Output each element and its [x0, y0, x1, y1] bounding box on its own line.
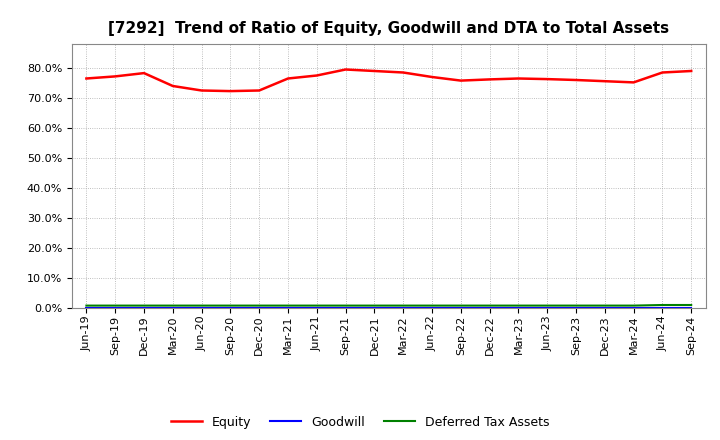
- Deferred Tax Assets: [111, 303, 120, 308]
- Goodwill: [111, 305, 120, 311]
- Goodwill: [284, 305, 292, 311]
- Goodwill: [485, 305, 494, 311]
- Deferred Tax Assets: [284, 303, 292, 308]
- Equity: [168, 83, 177, 88]
- Deferred Tax Assets: [514, 303, 523, 308]
- Equity: [312, 73, 321, 78]
- Equity: [111, 74, 120, 79]
- Equity: [600, 79, 609, 84]
- Deferred Tax Assets: [255, 303, 264, 308]
- Equity: [255, 88, 264, 93]
- Goodwill: [687, 305, 696, 311]
- Equity: [456, 78, 465, 83]
- Goodwill: [370, 305, 379, 311]
- Equity: [226, 88, 235, 94]
- Goodwill: [629, 305, 638, 311]
- Deferred Tax Assets: [312, 303, 321, 308]
- Deferred Tax Assets: [140, 303, 148, 308]
- Equity: [572, 77, 580, 83]
- Equity: [428, 74, 436, 80]
- Deferred Tax Assets: [168, 303, 177, 308]
- Deferred Tax Assets: [600, 303, 609, 308]
- Goodwill: [658, 305, 667, 311]
- Deferred Tax Assets: [543, 303, 552, 308]
- Equity: [82, 76, 91, 81]
- Deferred Tax Assets: [658, 302, 667, 308]
- Equity: [140, 70, 148, 76]
- Equity: [197, 88, 206, 93]
- Deferred Tax Assets: [572, 303, 580, 308]
- Goodwill: [312, 305, 321, 311]
- Equity: [629, 80, 638, 85]
- Goodwill: [514, 305, 523, 311]
- Equity: [485, 77, 494, 82]
- Deferred Tax Assets: [226, 303, 235, 308]
- Equity: [399, 70, 408, 75]
- Deferred Tax Assets: [197, 303, 206, 308]
- Deferred Tax Assets: [399, 303, 408, 308]
- Deferred Tax Assets: [82, 303, 91, 308]
- Line: Equity: Equity: [86, 70, 691, 91]
- Equity: [370, 68, 379, 73]
- Goodwill: [399, 305, 408, 311]
- Equity: [341, 67, 350, 72]
- Goodwill: [197, 305, 206, 311]
- Goodwill: [226, 305, 235, 311]
- Legend: Equity, Goodwill, Deferred Tax Assets: Equity, Goodwill, Deferred Tax Assets: [166, 411, 554, 434]
- Goodwill: [456, 305, 465, 311]
- Goodwill: [428, 305, 436, 311]
- Goodwill: [572, 305, 580, 311]
- Goodwill: [82, 305, 91, 311]
- Equity: [514, 76, 523, 81]
- Equity: [658, 70, 667, 75]
- Equity: [284, 76, 292, 81]
- Deferred Tax Assets: [687, 302, 696, 308]
- Goodwill: [600, 305, 609, 311]
- Title: [7292]  Trend of Ratio of Equity, Goodwill and DTA to Total Assets: [7292] Trend of Ratio of Equity, Goodwil…: [108, 21, 670, 36]
- Goodwill: [140, 305, 148, 311]
- Goodwill: [341, 305, 350, 311]
- Equity: [543, 77, 552, 82]
- Deferred Tax Assets: [456, 303, 465, 308]
- Goodwill: [543, 305, 552, 311]
- Deferred Tax Assets: [341, 303, 350, 308]
- Deferred Tax Assets: [428, 303, 436, 308]
- Goodwill: [255, 305, 264, 311]
- Line: Deferred Tax Assets: Deferred Tax Assets: [86, 305, 691, 306]
- Equity: [687, 68, 696, 73]
- Deferred Tax Assets: [370, 303, 379, 308]
- Deferred Tax Assets: [485, 303, 494, 308]
- Goodwill: [168, 305, 177, 311]
- Deferred Tax Assets: [629, 303, 638, 308]
